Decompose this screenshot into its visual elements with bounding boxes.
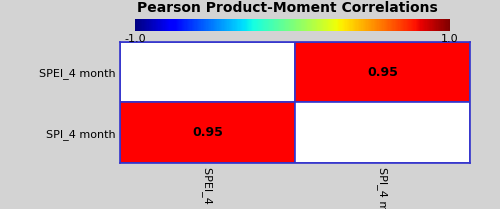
Text: 0.95: 0.95 <box>192 126 223 139</box>
Text: Pearson Product-Moment Correlations: Pearson Product-Moment Correlations <box>137 1 438 15</box>
Bar <box>120 42 295 102</box>
Bar <box>120 102 295 163</box>
Bar <box>295 102 470 163</box>
Bar <box>295 42 470 102</box>
Text: 0.95: 0.95 <box>367 66 398 79</box>
